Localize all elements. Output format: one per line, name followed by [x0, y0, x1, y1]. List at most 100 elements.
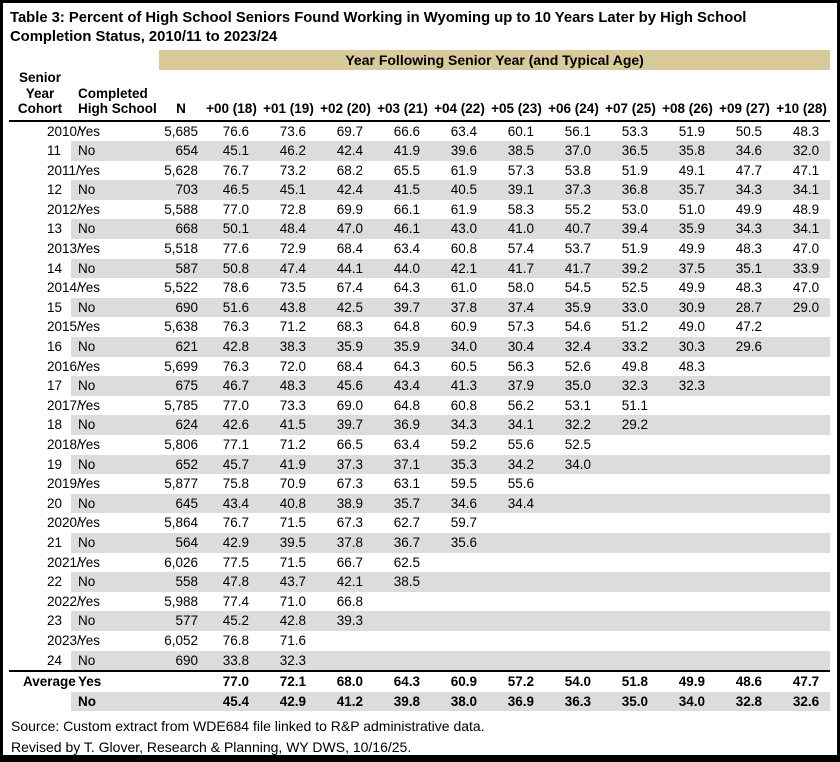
value-cell: 42.4 — [317, 180, 374, 200]
value-cell — [488, 532, 545, 553]
revised-note: Revised by T. Glover, Research & Plannin… — [11, 739, 412, 756]
value-cell: 38.5 — [374, 572, 431, 592]
cohort-cell: 2014/ 15 — [9, 278, 81, 318]
table-row: 2014/ 15 Yes 5,522 78.6 73.5 67.4 64.3 61.0 58.0… — [9, 278, 830, 318]
n-cell — [159, 670, 203, 692]
value-cell: 32.8 — [716, 691, 773, 712]
table-row: 2017/ 18 Yes 5,785 77.0 73.3 69.0 64.8 60.8 56.2… — [9, 395, 830, 435]
value-cell: 71.0 — [279, 593, 306, 609]
table-row: No 645 43.4 40.8 38.9 35.7 34.6 34.4 — [9, 493, 831, 514]
value-cell — [773, 454, 831, 475]
completed-cell: No — [71, 650, 159, 672]
value-cell — [374, 592, 431, 612]
completed-cell: Yes — [78, 554, 101, 570]
value-cell — [773, 435, 830, 455]
n-cell: 5,699 — [164, 358, 198, 374]
value-cell — [716, 435, 773, 455]
value-cell — [773, 415, 831, 435]
value-cell: 48.3 — [260, 376, 317, 396]
value-cell: 68.3 — [336, 319, 363, 335]
value-cell: 65.5 — [393, 162, 420, 178]
value-cell: 39.7 — [374, 297, 431, 318]
value-cell — [488, 553, 545, 573]
value-cell: 48.3 — [792, 123, 820, 139]
completed-cell: No — [71, 219, 159, 240]
column-header-year-6: +06 (24) — [545, 70, 602, 122]
value-cell: 36.5 — [602, 141, 659, 161]
value-cell — [545, 532, 602, 553]
value-cell — [773, 592, 830, 612]
cohort-cell: 2018/ 19 — [9, 435, 81, 475]
value-cell — [374, 611, 431, 631]
value-cell: 64.3 — [393, 358, 420, 374]
value-cell: 35.9 — [317, 337, 374, 357]
n-cell: 5,988 — [164, 593, 198, 609]
completed-cell: Yes — [78, 201, 101, 217]
value-cell: 77.1 — [222, 437, 249, 452]
value-cell: 39.3 — [317, 611, 374, 631]
value-cell: 52.6 — [564, 358, 591, 374]
table-row: 2020/ 21 Yes 5,864 76.7 71.5 67.3 62.7 59.7 — [9, 513, 830, 553]
completed-cell: No — [71, 572, 159, 592]
value-cell: 46.7 — [203, 376, 260, 396]
value-cell: 71.6 — [279, 632, 306, 648]
value-cell — [602, 572, 659, 592]
value-cell: 59.2 — [450, 437, 477, 452]
value-cell: 40.8 — [260, 493, 317, 514]
value-cell — [545, 474, 602, 494]
n-cell: 5,685 — [164, 123, 198, 139]
value-cell: 36.8 — [602, 180, 659, 200]
value-cell: 35.9 — [545, 297, 602, 318]
value-cell: 67.4 — [336, 280, 363, 296]
value-cell: 77.5 — [222, 554, 249, 570]
value-cell: 59.7 — [450, 515, 477, 531]
value-cell: 41.9 — [374, 141, 431, 161]
value-cell: 41.5 — [260, 415, 317, 435]
value-cell: 34.3 — [431, 415, 488, 435]
value-cell — [716, 415, 773, 435]
value-cell — [602, 454, 659, 475]
value-cell: 71.2 — [279, 437, 306, 452]
value-cell — [602, 474, 659, 494]
value-cell: 49.0 — [678, 319, 705, 335]
value-cell: 68.0 — [317, 670, 374, 692]
column-header-cohort: Senior Year Cohort — [9, 70, 71, 122]
value-cell — [431, 631, 488, 651]
n-cell: 5,877 — [164, 476, 198, 492]
value-cell — [773, 493, 831, 514]
value-cell: 66.7 — [336, 554, 363, 570]
column-header-year-0: +00 (18) — [203, 70, 260, 122]
value-cell: 46.1 — [374, 219, 431, 240]
table-row: 2023/ 24 Yes 6,052 76.8 71.6 — [9, 630, 830, 672]
value-cell: 59.5 — [450, 476, 477, 492]
value-cell: 32.3 — [659, 376, 716, 396]
value-cell — [488, 592, 545, 612]
value-cell — [773, 631, 830, 651]
value-cell: 60.1 — [507, 123, 534, 139]
value-cell: 49.9 — [678, 241, 705, 257]
value-cell: 77.0 — [222, 201, 249, 217]
value-cell: 68.2 — [336, 162, 363, 178]
value-cell — [602, 611, 659, 631]
column-header-year-9: +09 (27) — [716, 70, 773, 122]
completed-cell: No — [71, 532, 159, 553]
value-cell: 77.0 — [222, 397, 249, 413]
column-header-year-8: +08 (26) — [659, 70, 716, 122]
value-cell — [659, 474, 716, 494]
cohort-cell: 2013/ 14 — [9, 239, 81, 279]
value-cell: 35.9 — [374, 337, 431, 357]
value-cell — [545, 592, 602, 612]
n-cell: 675 — [159, 376, 203, 396]
value-cell: 32.0 — [773, 141, 831, 161]
footer-notes: Source: Custom extract from WDE684 file … — [9, 711, 831, 756]
cohort-cell: 2011/ 12 — [9, 160, 80, 200]
value-cell: 43.4 — [374, 376, 431, 396]
value-cell: 55.2 — [564, 201, 591, 217]
value-cell — [602, 631, 659, 651]
value-cell — [602, 493, 659, 514]
value-cell: 47.0 — [792, 280, 820, 296]
value-cell: 53.8 — [564, 162, 591, 178]
n-cell: 668 — [159, 219, 203, 240]
value-cell: 35.7 — [659, 180, 716, 200]
